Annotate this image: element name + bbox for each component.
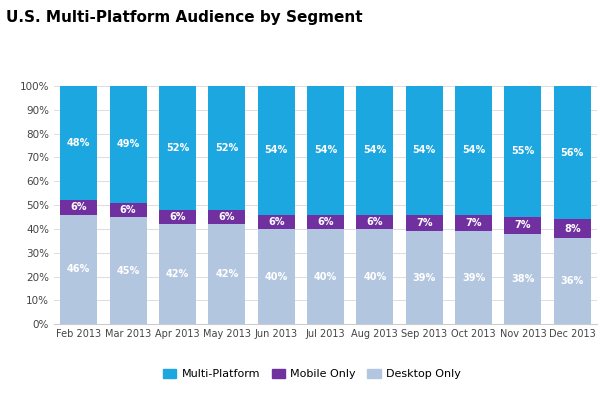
Text: 54%: 54% [265, 145, 288, 155]
Legend: Multi-Platform, Mobile Only, Desktop Only: Multi-Platform, Mobile Only, Desktop Onl… [158, 364, 466, 384]
Bar [159, 210, 196, 224]
Bar [455, 86, 492, 215]
Bar [60, 215, 97, 324]
Bar [554, 239, 591, 324]
Bar [257, 86, 295, 215]
Bar [60, 200, 97, 215]
Bar [257, 229, 295, 324]
Bar [307, 86, 344, 215]
Bar [406, 231, 443, 324]
Text: 45%: 45% [116, 266, 140, 275]
Text: 7%: 7% [416, 218, 433, 228]
Text: 6%: 6% [268, 217, 284, 227]
Text: 40%: 40% [314, 272, 337, 281]
Text: 46%: 46% [67, 264, 91, 274]
Bar [356, 86, 394, 215]
Text: 8%: 8% [564, 224, 581, 234]
Bar [505, 86, 541, 217]
Text: 39%: 39% [462, 273, 485, 283]
Bar [554, 219, 591, 239]
Text: 36%: 36% [560, 276, 584, 286]
Text: 54%: 54% [413, 145, 436, 155]
Bar [208, 210, 245, 224]
Text: 48%: 48% [67, 138, 91, 148]
Bar [208, 86, 245, 210]
Text: 49%: 49% [116, 139, 140, 149]
Text: 6%: 6% [70, 202, 87, 213]
Bar [356, 229, 394, 324]
Text: 6%: 6% [169, 212, 185, 222]
Text: 7%: 7% [515, 220, 531, 230]
Text: 40%: 40% [265, 272, 288, 281]
Text: comScore MMX Multi-Platform, U.S., February 2013 - December 2013: comScore MMX Multi-Platform, U.S., Febru… [9, 37, 442, 47]
Text: 7%: 7% [466, 218, 482, 228]
Bar [110, 217, 146, 324]
Bar [60, 86, 97, 200]
Text: 42%: 42% [166, 269, 189, 279]
Text: 52%: 52% [215, 143, 238, 153]
Text: 56%: 56% [560, 148, 584, 158]
Text: 6%: 6% [218, 212, 235, 222]
Text: 52%: 52% [166, 143, 189, 153]
Text: 40%: 40% [363, 272, 386, 281]
Bar [159, 86, 196, 210]
Text: 38%: 38% [511, 274, 535, 284]
Text: 42%: 42% [215, 269, 238, 279]
Bar [455, 231, 492, 324]
Bar [159, 224, 196, 324]
Text: U.S. Multi-Platform Audience by Segment: U.S. Multi-Platform Audience by Segment [6, 10, 362, 25]
Bar [356, 215, 394, 229]
Text: 54%: 54% [462, 145, 485, 155]
Bar [208, 224, 245, 324]
Bar [505, 217, 541, 234]
Text: 54%: 54% [314, 145, 337, 155]
Bar [307, 229, 344, 324]
Bar [554, 86, 591, 219]
Text: 54%: 54% [363, 145, 386, 155]
Bar [307, 215, 344, 229]
Text: 6%: 6% [317, 217, 334, 227]
Text: 55%: 55% [511, 147, 535, 156]
Text: 39%: 39% [413, 273, 436, 283]
Bar [455, 215, 492, 231]
Bar [110, 203, 146, 217]
Bar [110, 86, 146, 203]
Bar [406, 86, 443, 215]
Text: 6%: 6% [120, 205, 136, 215]
Text: 6%: 6% [367, 217, 383, 227]
Bar [257, 215, 295, 229]
Bar [505, 234, 541, 324]
Bar [406, 215, 443, 231]
